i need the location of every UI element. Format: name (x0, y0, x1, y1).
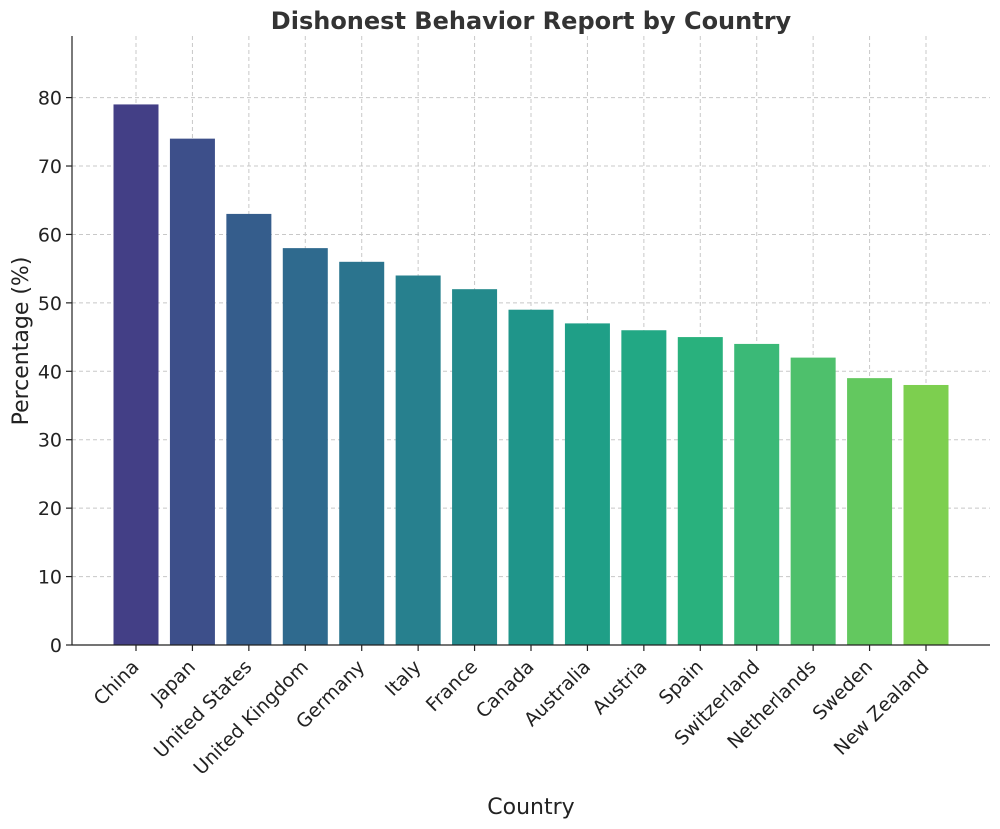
bar (452, 289, 498, 645)
bar (169, 138, 215, 645)
bar (790, 357, 836, 645)
bar (677, 337, 723, 645)
bar (847, 378, 893, 645)
y-tick-label: 70 (38, 156, 62, 178)
bar (903, 384, 949, 645)
bar (226, 213, 272, 646)
bar (113, 104, 159, 646)
x-tick-label: United States (150, 656, 257, 763)
y-tick-label: 20 (38, 498, 62, 520)
y-tick-label: 50 (38, 293, 62, 315)
bar (734, 343, 780, 645)
y-tick-label: 60 (38, 224, 62, 246)
y-tick-label: 10 (38, 567, 62, 589)
x-tick-label: China (90, 656, 144, 710)
bar (564, 323, 610, 645)
bars (113, 104, 949, 646)
y-axis-ticks: 0 10 20 30 40 50 60 70 80 (38, 88, 72, 657)
y-tick-label: 30 (38, 430, 62, 452)
x-tick-label: Japan (146, 656, 200, 710)
x-axis-label: Country (487, 795, 574, 820)
y-tick-label: 80 (38, 88, 62, 110)
chart-title: Dishonest Behavior Report by Country (271, 7, 792, 35)
bar (282, 248, 328, 645)
bar (508, 309, 554, 645)
y-tick-label: 0 (50, 635, 62, 657)
bar (621, 330, 667, 645)
y-tick-label: 40 (38, 361, 62, 383)
bar (339, 261, 385, 645)
x-tick-label: Italy (381, 656, 426, 701)
y-axis-label: Percentage (%) (9, 257, 34, 426)
x-tick-label: Spain (655, 656, 708, 709)
x-tick-label: Austria (588, 656, 651, 719)
bar (395, 275, 441, 645)
